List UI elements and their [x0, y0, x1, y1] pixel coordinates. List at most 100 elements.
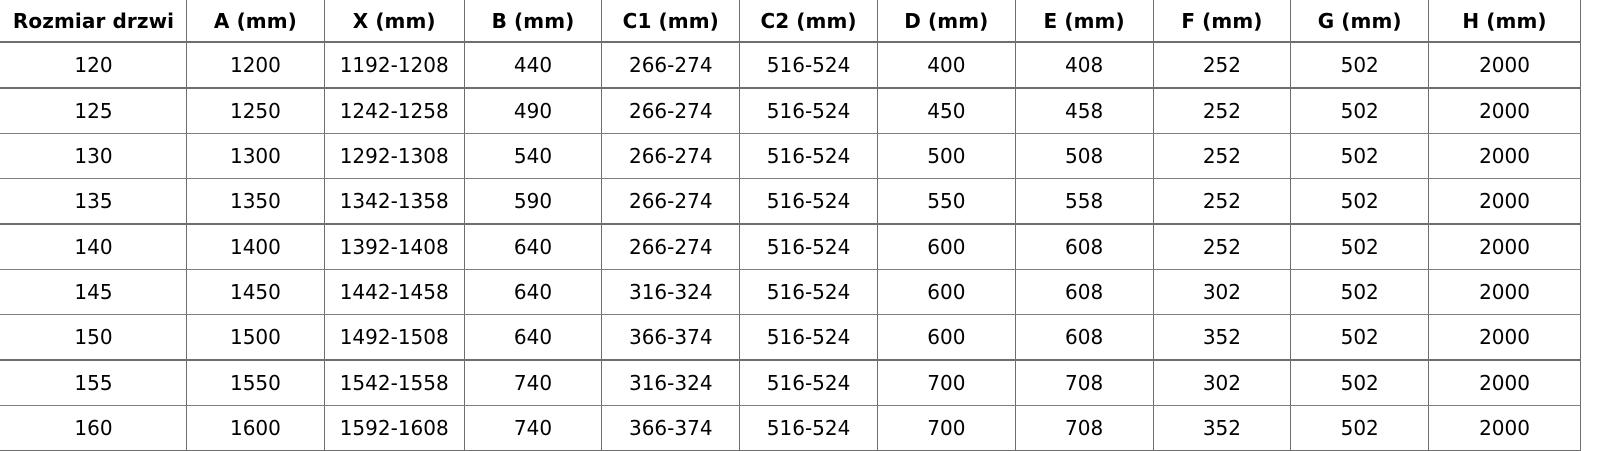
cell-e: 508 — [1014, 133, 1154, 179]
column-header-d: D (mm) — [876, 0, 1016, 43]
cell-b: 640 — [463, 269, 603, 315]
table-row: 145 1450 1442-1458 640 316-324 516-524 6… — [0, 269, 1581, 315]
cell-g: 502 — [1290, 41, 1430, 89]
cell-a: 1200 — [186, 41, 325, 89]
cell-h: 2000 — [1428, 178, 1581, 225]
cell-c2: 516-524 — [739, 405, 878, 451]
cell-rozmiar-drzwi: 135 — [0, 178, 188, 225]
cell-d: 500 — [876, 133, 1016, 179]
column-header-x: X (mm) — [323, 0, 465, 43]
cell-b: 740 — [463, 405, 603, 451]
column-header-a: A (mm) — [186, 0, 325, 43]
cell-d: 600 — [876, 314, 1016, 361]
cell-h: 2000 — [1428, 314, 1581, 361]
cell-f: 252 — [1152, 178, 1292, 225]
cell-a: 1350 — [186, 178, 325, 225]
cell-b: 640 — [463, 223, 603, 270]
cell-b: 640 — [463, 314, 603, 361]
cell-g: 502 — [1290, 405, 1430, 451]
table-row: 130 1300 1292-1308 540 266-274 516-524 5… — [0, 133, 1581, 179]
cell-g: 502 — [1290, 178, 1430, 225]
cell-x: 1192-1208 — [323, 41, 465, 89]
cell-e: 458 — [1014, 87, 1154, 134]
cell-e: 408 — [1014, 41, 1154, 89]
cell-h: 2000 — [1428, 223, 1581, 270]
cell-a: 1250 — [186, 87, 325, 134]
cell-f: 302 — [1152, 359, 1292, 406]
cell-c1: 316-324 — [601, 269, 741, 315]
cell-c1: 266-274 — [601, 178, 741, 225]
cell-b: 490 — [463, 87, 603, 134]
cell-g: 502 — [1290, 133, 1430, 179]
cell-d: 550 — [876, 178, 1016, 225]
column-header-g: G (mm) — [1290, 0, 1430, 43]
cell-c1: 266-274 — [601, 133, 741, 179]
cell-a: 1450 — [186, 269, 325, 315]
cell-h: 2000 — [1428, 87, 1581, 134]
cell-rozmiar-drzwi: 140 — [0, 223, 188, 270]
table-header: Rozmiar drzwi A (mm) X (mm) B (mm) C1 (m… — [0, 0, 1581, 43]
cell-rozmiar-drzwi: 150 — [0, 314, 188, 361]
table-row: 140 1400 1392-1408 640 266-274 516-524 6… — [0, 223, 1581, 270]
cell-x: 1492-1508 — [323, 314, 465, 361]
cell-e: 608 — [1014, 314, 1154, 361]
cell-x: 1242-1258 — [323, 87, 465, 134]
cell-x: 1292-1308 — [323, 133, 465, 179]
table-body: 120 1200 1192-1208 440 266-274 516-524 4… — [0, 41, 1581, 451]
column-header-e: E (mm) — [1014, 0, 1154, 43]
cell-c2: 516-524 — [739, 314, 878, 361]
cell-rozmiar-drzwi: 125 — [0, 87, 188, 134]
cell-f: 352 — [1152, 314, 1292, 361]
cell-c2: 516-524 — [739, 178, 878, 225]
cell-g: 502 — [1290, 359, 1430, 406]
cell-d: 700 — [876, 359, 1016, 406]
cell-c1: 366-374 — [601, 405, 741, 451]
cell-g: 502 — [1290, 87, 1430, 134]
cell-rozmiar-drzwi: 160 — [0, 405, 188, 451]
cell-c1: 266-274 — [601, 223, 741, 270]
cell-d: 600 — [876, 223, 1016, 270]
cell-a: 1400 — [186, 223, 325, 270]
cell-c1: 316-324 — [601, 359, 741, 406]
cell-c1: 266-274 — [601, 87, 741, 134]
cell-rozmiar-drzwi: 145 — [0, 269, 188, 315]
cell-a: 1500 — [186, 314, 325, 361]
cell-b: 740 — [463, 359, 603, 406]
cell-g: 502 — [1290, 314, 1430, 361]
table-row: 155 1550 1542-1558 740 316-324 516-524 7… — [0, 359, 1581, 406]
cell-g: 502 — [1290, 269, 1430, 315]
column-header-rozmiar-drzwi: Rozmiar drzwi — [0, 0, 188, 43]
cell-c2: 516-524 — [739, 359, 878, 406]
table-row: 120 1200 1192-1208 440 266-274 516-524 4… — [0, 41, 1581, 89]
cell-a: 1300 — [186, 133, 325, 179]
cell-c1: 366-374 — [601, 314, 741, 361]
cell-e: 708 — [1014, 359, 1154, 406]
cell-b: 440 — [463, 41, 603, 89]
cell-rozmiar-drzwi: 155 — [0, 359, 188, 406]
cell-e: 608 — [1014, 223, 1154, 270]
cell-c2: 516-524 — [739, 133, 878, 179]
cell-f: 352 — [1152, 405, 1292, 451]
cell-h: 2000 — [1428, 41, 1581, 89]
cell-f: 252 — [1152, 223, 1292, 270]
cell-h: 2000 — [1428, 405, 1581, 451]
cell-c1: 266-274 — [601, 41, 741, 89]
table-row: 135 1350 1342-1358 590 266-274 516-524 5… — [0, 178, 1581, 225]
cell-h: 2000 — [1428, 269, 1581, 315]
column-header-h: H (mm) — [1428, 0, 1581, 43]
cell-h: 2000 — [1428, 359, 1581, 406]
cell-d: 600 — [876, 269, 1016, 315]
cell-f: 252 — [1152, 87, 1292, 134]
column-header-f: F (mm) — [1152, 0, 1292, 43]
table-row: 125 1250 1242-1258 490 266-274 516-524 4… — [0, 87, 1581, 134]
column-header-b: B (mm) — [463, 0, 603, 43]
cell-g: 502 — [1290, 223, 1430, 270]
cell-f: 252 — [1152, 133, 1292, 179]
cell-c2: 516-524 — [739, 223, 878, 270]
header-row: Rozmiar drzwi A (mm) X (mm) B (mm) C1 (m… — [0, 0, 1581, 43]
cell-d: 450 — [876, 87, 1016, 134]
cell-f: 302 — [1152, 269, 1292, 315]
cell-e: 558 — [1014, 178, 1154, 225]
cell-x: 1442-1458 — [323, 269, 465, 315]
